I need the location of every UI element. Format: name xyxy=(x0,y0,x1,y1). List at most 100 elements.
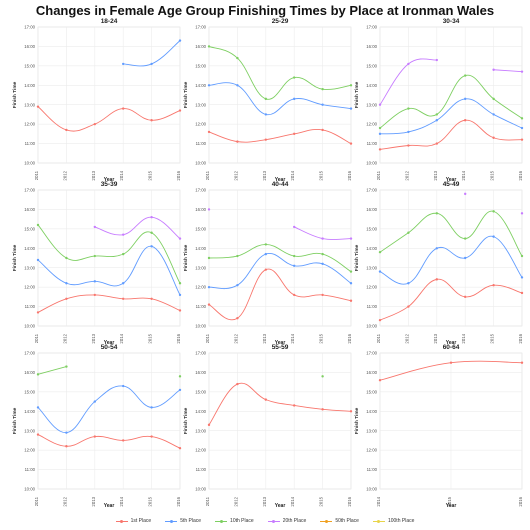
data-point-1st-place xyxy=(435,142,438,145)
data-point-1st-place xyxy=(321,293,324,297)
panel-25-29: 10:00 11:00 12:00 13:00 14:00 15:00 16:00 17:00… xyxy=(183,18,353,183)
panel-title: 35-39 xyxy=(101,181,118,188)
plot-area xyxy=(37,352,181,490)
data-point-20th-place xyxy=(293,225,296,229)
data-point-10th-place xyxy=(349,270,353,273)
series-line-10th-place xyxy=(379,74,523,129)
panel-40-44: 10:00 11:00 12:00 13:00 14:00 15:00 16:00 17:00… xyxy=(183,181,353,346)
data-point-1st-place xyxy=(293,132,296,136)
data-point-20th-place xyxy=(93,225,97,229)
legend-label: 5th Place xyxy=(180,518,202,524)
data-point-1st-place xyxy=(65,297,68,300)
data-point-20th-place xyxy=(321,237,324,240)
series-line-1st-place xyxy=(37,434,181,449)
x-tick-label: 2012 xyxy=(62,170,67,180)
x-tick-label: 2015 xyxy=(319,333,324,343)
y-tick-label: 11:00 xyxy=(367,467,378,472)
data-point-1st-place xyxy=(407,305,410,308)
data-point-20th-place xyxy=(435,58,438,62)
series-line-1st-place xyxy=(208,382,352,426)
data-point-10th-place xyxy=(378,126,382,130)
y-tick-label: 17:00 xyxy=(24,25,35,30)
data-point-20th-place xyxy=(178,237,182,240)
data-point-1st-place xyxy=(150,119,153,122)
y-tick-label: 14:00 xyxy=(24,246,35,251)
x-axis-label: Year xyxy=(104,177,115,183)
y-tick-label: 15:00 xyxy=(195,389,206,394)
data-point-10th-place xyxy=(293,254,296,258)
x-tick-label: 2016 xyxy=(176,170,181,180)
legend-swatch xyxy=(115,518,128,524)
y-tick-label: 17:00 xyxy=(195,25,206,30)
x-tick-label: 2015 xyxy=(319,170,324,180)
data-point-5th-place xyxy=(207,84,211,87)
x-axis-label: Year xyxy=(275,503,286,509)
y-tick-label: 11:00 xyxy=(367,304,378,309)
panel-60-64: 10:00 11:00 12:00 13:00 14:00 15:00 16:00 17:00… xyxy=(354,344,524,509)
data-point-1st-place xyxy=(36,433,40,436)
y-tick-label: 14:00 xyxy=(24,83,35,88)
x-tick-label: 2016 xyxy=(518,333,523,343)
data-point-10th-place xyxy=(178,282,182,285)
y-tick-label: 15:00 xyxy=(195,63,206,68)
series-line-5th-place xyxy=(37,385,181,434)
data-point-1st-place xyxy=(236,140,239,143)
data-point-10th-place xyxy=(464,237,467,240)
data-point-5th-place xyxy=(293,264,296,267)
y-tick-label: 16:00 xyxy=(366,370,377,375)
x-tick-label: 2014 xyxy=(119,333,124,343)
data-point-1st-place xyxy=(321,128,324,132)
data-point-1st-place xyxy=(207,130,211,134)
data-point-1st-place xyxy=(178,109,182,112)
x-axis-label: Year xyxy=(104,503,115,509)
x-tick-label: 2015 xyxy=(148,333,153,343)
data-point-1st-place xyxy=(378,148,382,151)
y-tick-label: 14:00 xyxy=(366,246,377,251)
data-point-1st-place xyxy=(492,136,495,139)
x-tick-label: 2012 xyxy=(233,496,238,506)
x-tick-label: 2016 xyxy=(347,496,352,506)
data-point-1st-place xyxy=(150,297,153,300)
x-tick-label: 2016 xyxy=(176,496,181,506)
panel-title: 25-29 xyxy=(272,18,289,25)
panel-title: 60-64 xyxy=(443,344,460,351)
data-point-1st-place xyxy=(264,138,267,141)
data-point-1st-place xyxy=(378,379,382,382)
x-tick-label: 2013 xyxy=(262,496,267,506)
data-point-10th-place xyxy=(492,210,495,213)
data-point-5th-place xyxy=(464,256,467,260)
y-tick-label: 12:00 xyxy=(24,285,35,290)
legend-label: 1st Place xyxy=(130,518,152,524)
y-axis-label: Finish Time xyxy=(354,407,360,434)
panel-45-49: 10:00 11:00 12:00 13:00 14:00 15:00 16:00 17:00… xyxy=(354,181,524,346)
plot-area xyxy=(208,26,352,164)
legend-dot xyxy=(324,519,328,523)
data-point-5th-place xyxy=(435,119,438,122)
data-point-10th-place xyxy=(264,97,267,101)
y-tick-label: 12:00 xyxy=(195,285,206,290)
data-point-1st-place xyxy=(293,293,296,297)
data-point-1st-place xyxy=(36,105,40,108)
legend-item-20th-place: 20th Place xyxy=(267,518,306,524)
data-point-1st-place xyxy=(464,119,467,122)
y-tick-label: 17:00 xyxy=(24,351,35,356)
x-axis-label: Year xyxy=(446,340,457,346)
y-tick-label: 14:00 xyxy=(195,246,206,251)
data-point-1st-place xyxy=(264,268,267,271)
x-tick-label: 2016 xyxy=(347,333,352,343)
data-point-1st-place xyxy=(321,408,324,411)
data-point-10th-place xyxy=(321,87,324,91)
x-tick-label: 2016 xyxy=(518,496,523,506)
legend-item-100th-place: 100th Place xyxy=(372,518,414,524)
y-tick-label: 16:00 xyxy=(24,44,35,49)
legend-item-1st-place: 1st Place xyxy=(115,518,152,524)
data-point-10th-place xyxy=(349,84,353,87)
data-point-20th-place xyxy=(407,62,410,66)
x-tick-label: 2014 xyxy=(290,496,295,506)
y-tick-label: 16:00 xyxy=(366,207,377,212)
legend-item-5th-place: 5th Place xyxy=(165,518,201,524)
series-line-1st-place xyxy=(379,119,523,150)
x-tick-label: 2011 xyxy=(205,170,210,180)
data-point-1st-place xyxy=(178,309,182,312)
data-point-1st-place xyxy=(464,295,467,299)
